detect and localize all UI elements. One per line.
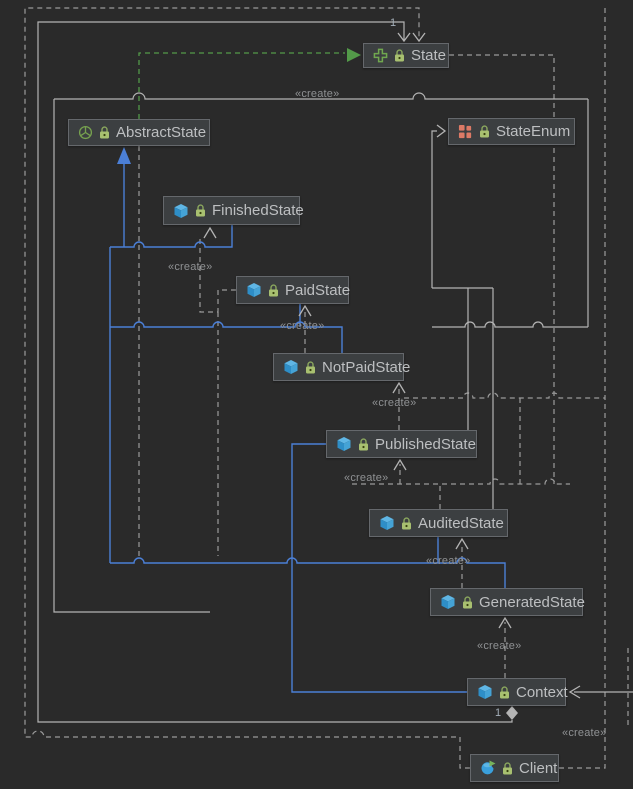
inheritance-arrowhead [117,147,131,164]
class-icon [173,203,189,219]
lock-icon [99,126,110,139]
node-generated-state[interactable]: GeneratedState [430,588,585,616]
node-label: Context [516,683,568,701]
lock-icon [358,437,369,451]
aggregation-diamond [506,706,518,720]
realization-edge [138,52,345,119]
realization-arrowhead [347,48,361,62]
node-state-enum[interactable]: StateEnum [448,118,575,145]
node-client[interactable]: Client [470,754,559,782]
node-label: AuditedState [418,514,504,532]
node-published-state[interactable]: PublishedState [326,430,477,458]
class-icon [336,436,352,452]
lock-icon [268,283,279,297]
node-label: State [411,47,447,64]
lock-icon [462,595,473,609]
node-paid-state[interactable]: PaidState [236,276,351,304]
node-label: FinishedState [212,202,304,219]
node-finished-state[interactable]: FinishedState [163,196,304,225]
node-not-paid-state[interactable]: NotPaidState [273,353,410,381]
node-state[interactable]: State [363,43,449,68]
enum-icon [458,124,473,139]
interface-icon [373,48,388,63]
node-label: PaidState [285,281,351,299]
multiplicity-label: 1 [495,707,502,719]
node-label: AbstractState [116,124,207,141]
class-icon [379,515,395,531]
dashed-dependency-edges [24,7,629,769]
lock-icon [479,125,490,138]
class-icon [246,282,262,298]
node-label: PublishedState [375,435,476,453]
runnable-class-icon [480,760,496,776]
class-icon [283,359,299,375]
multiplicity-label: 1 [390,17,397,29]
lock-icon [401,516,412,530]
lock-icon [502,761,513,775]
class-icon [440,594,456,610]
solid-association-edges [37,21,633,723]
node-abstract-state[interactable]: AbstractState [68,119,210,146]
class-icon [477,684,493,700]
node-label: NotPaidState [322,358,411,376]
node-label: StateEnum [496,123,571,140]
node-label: GeneratedState [479,593,585,611]
arrowheads [117,32,581,720]
lock-icon [305,360,316,374]
abstract-class-icon [78,125,93,140]
lock-icon [499,685,510,699]
node-label: Client [519,759,558,777]
node-audited-state[interactable]: AuditedState [369,509,508,537]
lock-icon [394,49,405,62]
node-context[interactable]: Context [467,678,568,706]
lock-icon [195,204,206,217]
inheritance-edges [109,162,506,693]
